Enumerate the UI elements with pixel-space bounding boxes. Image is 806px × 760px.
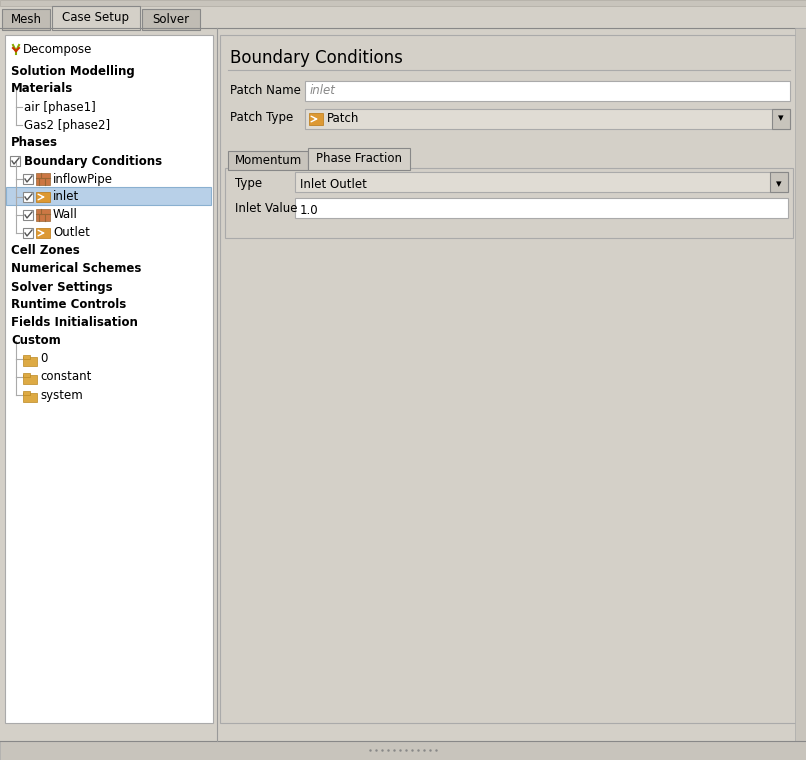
Text: inlet: inlet — [310, 84, 336, 97]
Bar — [6, 187, 211, 205]
Bar — [23, 375, 37, 384]
Bar — [295, 198, 788, 218]
Bar — [295, 172, 788, 192]
Text: Gas2 [phase2]: Gas2 [phase2] — [24, 119, 110, 131]
Bar — [23, 228, 33, 238]
Bar — [36, 209, 50, 221]
Text: Patch Type: Patch Type — [230, 112, 293, 125]
Text: Solver: Solver — [152, 13, 189, 26]
Text: Decompose: Decompose — [23, 43, 93, 56]
Text: Boundary Conditions: Boundary Conditions — [230, 49, 403, 67]
Text: 1.0: 1.0 — [300, 204, 318, 217]
Text: Mesh: Mesh — [10, 13, 41, 26]
Bar — [225, 168, 793, 238]
Text: 0: 0 — [40, 353, 48, 366]
Bar — [795, 28, 806, 741]
Bar — [23, 192, 33, 202]
Text: Solution Modelling: Solution Modelling — [11, 65, 135, 78]
Text: ▾: ▾ — [778, 113, 783, 123]
Bar — [52, 6, 140, 30]
Bar — [23, 391, 30, 395]
Bar — [2, 9, 50, 30]
Bar — [23, 373, 30, 377]
Bar — [220, 35, 798, 723]
Text: Momentum: Momentum — [235, 154, 301, 167]
Bar — [305, 81, 790, 101]
Text: Case Setup: Case Setup — [63, 11, 130, 24]
Text: Inlet Outlet: Inlet Outlet — [300, 178, 367, 191]
Bar — [23, 393, 37, 402]
Bar — [10, 156, 20, 166]
Bar — [0, 0, 806, 6]
Bar — [308, 148, 410, 170]
Bar — [36, 192, 50, 202]
Text: Outlet: Outlet — [53, 226, 90, 239]
Text: Inlet Value: Inlet Value — [235, 202, 297, 216]
Text: Solver Settings: Solver Settings — [11, 280, 113, 293]
Text: Patch Name: Patch Name — [230, 84, 301, 97]
Text: Patch: Patch — [327, 112, 359, 125]
Text: Numerical Schemes: Numerical Schemes — [11, 262, 141, 276]
Text: inlet: inlet — [53, 191, 79, 204]
Text: inflowPipe: inflowPipe — [53, 173, 113, 185]
Bar — [228, 151, 308, 170]
Bar — [770, 172, 788, 192]
Bar — [23, 355, 30, 359]
Bar — [0, 741, 806, 760]
Bar — [142, 9, 200, 30]
Text: air [phase1]: air [phase1] — [24, 100, 96, 113]
Bar — [305, 109, 790, 129]
Text: Runtime Controls: Runtime Controls — [11, 299, 127, 312]
Text: Phase Fraction: Phase Fraction — [316, 153, 402, 166]
Text: Type: Type — [235, 176, 262, 189]
Bar — [23, 174, 33, 184]
Bar — [23, 210, 33, 220]
Text: Wall: Wall — [53, 208, 78, 221]
Text: Fields Initialisation: Fields Initialisation — [11, 316, 138, 330]
Text: Custom: Custom — [11, 334, 60, 347]
Text: Boundary Conditions: Boundary Conditions — [24, 154, 162, 167]
Bar — [5, 35, 213, 723]
Bar — [772, 109, 790, 129]
Text: Cell Zones: Cell Zones — [11, 245, 80, 258]
Bar — [36, 228, 50, 238]
Text: ▾: ▾ — [776, 179, 782, 189]
Bar — [309, 113, 323, 125]
Text: Materials: Materials — [11, 83, 73, 96]
Text: Phases: Phases — [11, 137, 58, 150]
Text: system: system — [40, 388, 83, 401]
Bar — [23, 357, 37, 366]
Text: constant: constant — [40, 371, 91, 384]
Bar — [36, 173, 50, 185]
